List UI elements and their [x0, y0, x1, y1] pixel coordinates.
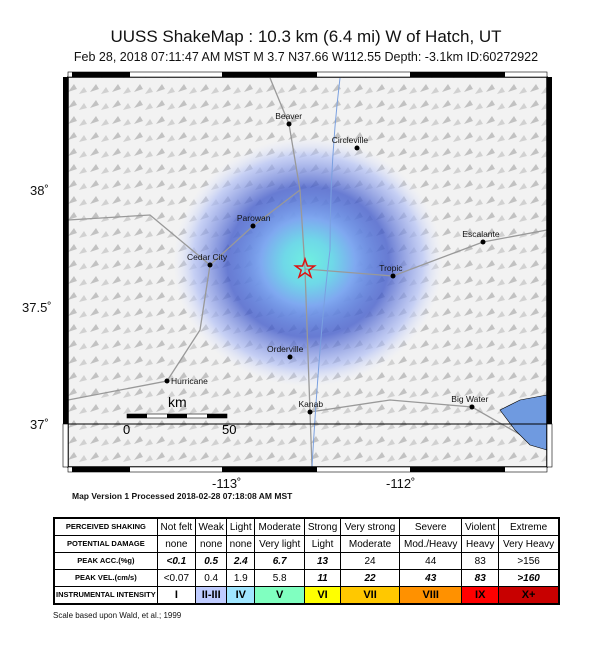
city-marker: [390, 273, 396, 279]
city-label: Hurricane: [171, 376, 208, 386]
legend-cell: <0.1: [156, 552, 197, 570]
legend-cell: Severe: [399, 517, 463, 536]
legend-row: PEAK VEL.(cm/s) <0.07 0.4 1.9 5.8 11 22 43 83 >16…: [53, 569, 560, 587]
legend-row: PEAK ACC.(%g) <0.1 0.5 2.4 6.7 13 24 44 83 >156: [53, 552, 560, 570]
legend-row-label: PERCEIVED SHAKING: [53, 517, 158, 536]
scale-bar: km 0 50: [123, 394, 236, 437]
lat-label: 37˚: [30, 417, 49, 432]
legend-cell: I: [156, 586, 197, 605]
legend-row: POTENTIAL DAMAGE none none none Very light Li…: [53, 535, 560, 553]
legend-cell: 0.5: [195, 552, 228, 570]
legend-cell: 5.8: [254, 569, 306, 587]
legend-cell: V: [254, 586, 306, 605]
legend-cell: Moderate: [339, 535, 401, 553]
legend-cell: II-III: [195, 586, 228, 605]
city-label: Orderville: [267, 344, 304, 354]
legend-cell: 13: [304, 552, 341, 570]
legend-row-label: PEAK VEL.(cm/s): [53, 569, 158, 587]
legend-cell: VIII: [399, 586, 463, 605]
lat-label: 38˚: [30, 183, 49, 198]
legend-cell: 0.4: [195, 569, 228, 587]
city-marker: [469, 404, 475, 410]
city-marker: [480, 239, 486, 245]
legend-cell: Moderate: [254, 517, 306, 536]
legend-cell: IX: [461, 586, 500, 605]
city-marker: [286, 121, 292, 127]
legend-cell: 2.4: [226, 552, 256, 570]
city-marker: [307, 409, 313, 415]
city-marker: [354, 145, 360, 151]
city-label: Big Water: [451, 394, 488, 404]
legend-cell: 44: [399, 552, 463, 570]
legend-cell: Not felt: [156, 517, 197, 536]
lon-label: -113˚: [212, 476, 241, 490]
legend-cell: none: [195, 535, 228, 553]
legend-cell: Very strong: [339, 517, 401, 536]
scale-start: 0: [123, 422, 130, 437]
legend-cell: 11: [304, 569, 341, 587]
legend-cell: 6.7: [254, 552, 306, 570]
intensity-legend: PERCEIVED SHAKING Not felt Weak Light Modera…: [53, 517, 560, 605]
legend-row-label: POTENTIAL DAMAGE: [53, 535, 158, 553]
legend-row-label: INSTRUMENTAL INTENSITY: [53, 586, 158, 605]
legend-cell: 1.9: [226, 569, 256, 587]
city-label: Circleville: [332, 135, 369, 145]
legend-cell: Light: [304, 535, 341, 553]
scale-end: 50: [222, 422, 236, 437]
legend-cell: Very light: [254, 535, 306, 553]
processed-info: Map Version 1 Processed 2018-02-28 07:18…: [72, 491, 293, 501]
lon-label: -112˚: [386, 476, 415, 490]
city-label: Parowan: [237, 213, 271, 223]
scale-unit: km: [168, 394, 187, 410]
legend-cell: none: [156, 535, 197, 553]
legend-cell: Light: [226, 517, 256, 536]
legend-cell: Strong: [304, 517, 341, 536]
scale-footnote: Scale based upon Wald, et al.; 1999: [53, 611, 182, 620]
legend-cell: Weak: [195, 517, 228, 536]
legend-row-label: PEAK ACC.(%g): [53, 552, 158, 570]
map-title: UUSS ShakeMap : 10.3 km (6.4 mi) W of Ha…: [110, 27, 502, 46]
legend-cell: Heavy: [461, 535, 500, 553]
city-marker: [287, 354, 293, 360]
city-label: Cedar City: [187, 252, 228, 262]
legend-cell: Extreme: [498, 517, 560, 536]
legend-cell: none: [226, 535, 256, 553]
city-label: Tropic: [379, 263, 403, 273]
legend-row: INSTRUMENTAL INTENSITY I II-III IV V VI VII VII…: [53, 586, 560, 605]
legend-cell: >156: [498, 552, 560, 570]
legend-cell: 24: [339, 552, 401, 570]
city-label: Kanab: [299, 399, 324, 409]
city-marker: [207, 262, 213, 268]
city-marker: [250, 223, 256, 229]
city-label: Escalante: [462, 229, 500, 239]
legend-cell: Very Heavy: [498, 535, 560, 553]
legend-cell: Mod./Heavy: [399, 535, 463, 553]
legend-cell: 83: [461, 552, 500, 570]
legend-cell: <0.07: [156, 569, 197, 587]
legend-cell: IV: [226, 586, 256, 605]
legend-cell: VII: [339, 586, 401, 605]
event-details: Feb 28, 2018 07:11:47 AM MST M 3.7 N37.6…: [73, 50, 539, 64]
frame-ticks: [62, 71, 553, 473]
legend-cell: X+: [498, 586, 560, 605]
shakemap: 38˚ 37.5˚ 37˚ -113˚ -112˚ km 0 50 Beaver…: [22, 71, 553, 490]
cities: Beaver Circleville Parowan Cedar City Tropic…: [164, 111, 500, 415]
shaking-intensity-area: [173, 137, 443, 387]
river: [311, 77, 341, 468]
legend-cell: 83: [461, 569, 500, 587]
legend-cell: >160: [498, 569, 560, 587]
city-marker: [164, 378, 170, 384]
legend-cell: 43: [399, 569, 463, 587]
lat-label: 37.5˚: [22, 300, 52, 315]
legend-cell: VI: [304, 586, 341, 605]
star-icon: [293, 256, 317, 279]
legend-cell: 22: [339, 569, 401, 587]
city-label: Beaver: [275, 111, 302, 121]
legend-cell: Violent: [461, 517, 500, 536]
legend-row: PERCEIVED SHAKING Not felt Weak Light Modera…: [53, 517, 560, 536]
roads: [67, 77, 548, 468]
